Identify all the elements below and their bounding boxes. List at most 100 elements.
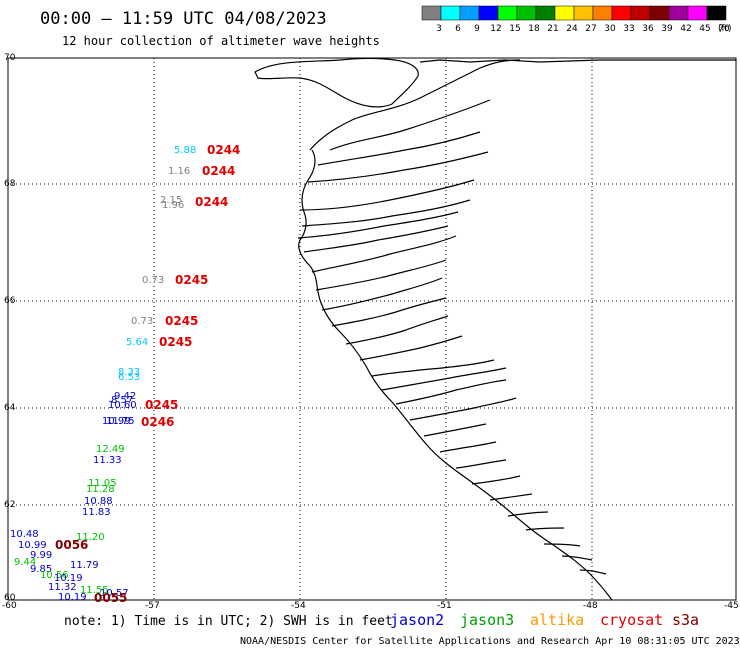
pass-time-label: 0056: [55, 538, 88, 552]
swh-value-label: 5.88: [174, 145, 196, 156]
color-scale-swatch: [573, 5, 594, 21]
color-scale-tick-label: 30: [604, 24, 616, 34]
swh-value-label: 11.79: [70, 560, 99, 571]
lat-label-70: 70: [4, 53, 16, 63]
swh-value-label: 8.57: [111, 395, 133, 406]
swh-value-label: 5.64: [126, 337, 148, 348]
color-scale-swatch: [421, 5, 442, 21]
color-scale-swatch: [478, 5, 499, 21]
color-scale-swatch: [706, 5, 727, 21]
swh-value-label: 9.99: [30, 550, 52, 561]
swh-value-label: 11.20: [76, 532, 105, 543]
swh-value-label: 9.85: [30, 564, 52, 575]
swh-value-label: 9.44: [14, 557, 36, 568]
pass-time-label: 0055: [94, 591, 127, 605]
satellite-legend-jason2: jason2: [390, 611, 444, 629]
color-scale-swatch: [611, 5, 632, 21]
swh-value-label: 6.53: [118, 372, 140, 383]
color-scale-tick-label: 33: [623, 24, 634, 34]
color-scale-swatch: [687, 5, 708, 21]
map-frame: [7, 57, 737, 601]
swh-value-label: 1.16: [168, 166, 190, 177]
color-scale-swatch: [668, 5, 689, 21]
pass-time-label: 0245: [159, 335, 192, 349]
color-scale-swatch: [440, 5, 461, 21]
swh-value-label: 11.32: [48, 582, 77, 593]
graticule: [8, 58, 736, 600]
lon-label-51: -51: [437, 601, 452, 611]
swh-value-label: 11.33: [93, 455, 122, 466]
swh-value-label: 0.73: [131, 316, 153, 327]
color-scale-swatch: [516, 5, 537, 21]
latitude-labels: 70 68 66 64 62 60: [4, 53, 16, 603]
swh-value-label: 2.15: [160, 195, 182, 206]
pass-time-label: 0244: [195, 195, 228, 209]
greenland-coastline: [254, 57, 736, 601]
swh-observations: 5.88 1.16 2.151.96 0.73 0.73 5.64 8.336.53 9.42…: [10, 145, 196, 603]
swh-value-label: 10.60: [108, 400, 137, 411]
pass-time-label: 0245: [145, 398, 178, 412]
color-scale-tick-label: 18: [528, 24, 540, 34]
color-scale-tick-label: 70: [718, 24, 730, 34]
satellite-legend-s3a: s3a: [672, 611, 699, 629]
pass-time-label: 0246: [141, 415, 174, 429]
color-scale-swatch: [630, 5, 651, 21]
color-scale-swatch: [649, 5, 670, 21]
swh-value-label: 8.33: [118, 367, 140, 378]
satellite-legend: jason2 jason3 altika cryosat s3a: [390, 611, 699, 629]
pass-time-label: 0244: [202, 164, 235, 178]
map-subtitle: 12 hour collection of altimeter wave hei…: [62, 34, 380, 48]
color-scale-swatch: [554, 5, 575, 21]
color-scale-swatch: [497, 5, 518, 21]
lon-label-54: -54: [291, 601, 306, 611]
lat-label-66: 66: [4, 296, 16, 306]
color-scale-legend: 3 6 9 12 15 18 21 24 27 30 33 36 39 42 45 70(ft): [421, 5, 732, 34]
color-scale-tick-label: 45: [699, 24, 710, 34]
color-scale-tick-label: 12: [490, 24, 501, 34]
color-scale-tick-label: 36: [642, 24, 654, 34]
color-scale-tick-label: 42: [680, 24, 691, 34]
pass-time-labels: 0244 0244 0244 0245 0245 0245 0245 0246 0056 0055: [55, 143, 240, 605]
color-scale-tick-label: 6: [455, 24, 461, 34]
satellite-legend-cryosat: cryosat: [600, 611, 663, 629]
swh-value-label: 10.57: [100, 588, 129, 599]
color-scale-tick-label: 3: [436, 24, 442, 34]
satellite-legend-jason3: jason3: [460, 611, 514, 629]
color-scale-tick-label: 21: [547, 24, 558, 34]
longitude-labels: -60 -57 -54 -51 -48 -45: [2, 601, 739, 611]
color-scale-tick-label: 15: [509, 24, 520, 34]
lon-label-57: -57: [145, 601, 160, 611]
swh-value-label: 10.99: [18, 540, 47, 551]
color-scale-tick-label: 39: [661, 24, 673, 34]
color-scale-swatch: [535, 5, 556, 21]
swh-value-label: 10.99: [102, 416, 131, 427]
color-scale-swatch: [592, 5, 613, 21]
swh-value-label: 1.96: [162, 200, 184, 211]
pass-time-label: 0245: [165, 314, 198, 328]
swh-value-label: 9.42: [114, 391, 136, 402]
swh-value-label: 10.88: [84, 496, 113, 507]
satellite-legend-altika: altika: [530, 611, 584, 629]
swh-value-label: 11.05: [88, 478, 117, 489]
color-scale-tick-label: 27: [585, 24, 596, 34]
footnote: note: 1) Time is in UTC; 2) SWH is in fe…: [64, 614, 393, 629]
swh-value-label: 10.19: [58, 592, 87, 603]
swh-value-label: 0.73: [142, 275, 164, 286]
swh-value-label: 11.28: [86, 484, 115, 495]
lat-label-68: 68: [4, 179, 16, 189]
swh-value-label: 12.49: [96, 444, 125, 455]
swh-value-label: 11.83: [82, 507, 111, 518]
lon-label-48: -48: [583, 601, 598, 611]
swh-value-label: 10.19: [54, 573, 83, 584]
lat-label-64: 64: [4, 403, 16, 413]
swh-value-label: 10.48: [10, 529, 39, 540]
color-scale-tick-label: 24: [566, 24, 578, 34]
map-title: 00:00 – 11:59 UTC 04/08/2023: [40, 9, 327, 29]
pass-time-label: 0245: [175, 273, 208, 287]
lat-label-60: 60: [4, 593, 16, 603]
credit-line: NOAA/NESDIS Center for Satellite Applica…: [240, 636, 740, 647]
swh-value-label: 11.75: [106, 416, 135, 427]
pass-time-label: 0244: [207, 143, 240, 157]
color-scale-unit: (ft): [718, 24, 732, 34]
